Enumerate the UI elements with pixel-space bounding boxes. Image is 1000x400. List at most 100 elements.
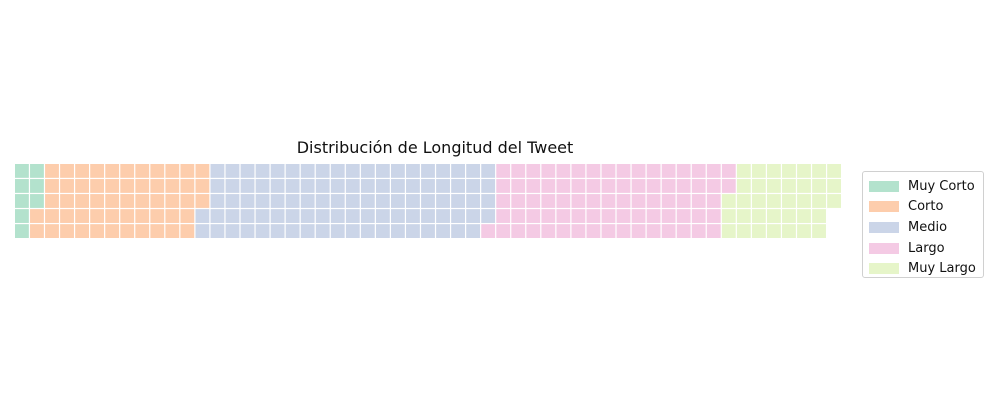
waffle-cell-muy-largo xyxy=(797,224,811,238)
waffle-cell-largo xyxy=(511,209,526,223)
waffle-cell-muy-largo xyxy=(812,209,826,223)
waffle-cell-largo xyxy=(556,209,571,223)
waffle-cell-corto xyxy=(135,194,150,208)
waffle-cell-largo xyxy=(541,164,556,178)
waffle-cell-corto xyxy=(165,164,180,178)
waffle-cell-corto xyxy=(165,194,180,208)
waffle-cell-corto xyxy=(90,209,105,223)
waffle-cell-muy-largo xyxy=(721,224,736,238)
waffle-cell-medio xyxy=(466,194,481,208)
legend-label: Corto xyxy=(908,199,944,215)
waffle-cell-medio xyxy=(225,179,240,193)
waffle-cell-corto xyxy=(75,179,89,193)
waffle-cell-largo xyxy=(571,194,586,208)
waffle-cell-corto xyxy=(120,164,135,178)
waffle-cell-medio xyxy=(466,209,481,223)
waffle-cell-medio xyxy=(240,194,255,208)
waffle-cell-medio xyxy=(345,164,360,178)
legend-label: Muy Corto xyxy=(908,178,975,194)
waffle-cell-medio xyxy=(451,164,465,178)
waffle-cell-medio xyxy=(210,179,225,193)
waffle-cell-medio xyxy=(225,164,240,178)
waffle-cell-largo xyxy=(616,179,631,193)
waffle-cell-largo xyxy=(691,194,706,208)
waffle-cell-corto xyxy=(60,209,74,223)
waffle-cell-largo xyxy=(706,224,721,238)
waffle-cell-medio xyxy=(255,179,270,193)
waffle-cell-medio xyxy=(436,194,450,208)
waffle-cell-corto xyxy=(75,209,89,223)
waffle-cell-largo xyxy=(511,194,526,208)
legend-item: Muy Largo xyxy=(869,258,983,279)
waffle-cell-largo xyxy=(706,209,721,223)
waffle-cell-medio xyxy=(240,209,255,223)
waffle-cell-medio xyxy=(421,194,435,208)
waffle-cell-muy-largo xyxy=(812,179,826,193)
waffle-cell-muy-corto xyxy=(15,209,29,223)
waffle-cell-largo xyxy=(616,209,631,223)
waffle-cell-medio xyxy=(270,164,285,178)
waffle-cell-medio xyxy=(360,194,375,208)
waffle-cell-corto xyxy=(75,164,89,178)
waffle-cell-medio xyxy=(300,194,315,208)
waffle-cell-muy-largo xyxy=(782,164,796,178)
waffle-cell-muy-corto xyxy=(15,194,29,208)
waffle-cell-corto xyxy=(90,194,105,208)
waffle-cell-corto xyxy=(165,209,180,223)
waffle-cell-largo xyxy=(646,194,661,208)
waffle-cell-medio xyxy=(406,224,420,238)
waffle-cell-largo xyxy=(646,209,661,223)
waffle-cell-medio xyxy=(345,179,360,193)
waffle-cell-largo xyxy=(586,209,601,223)
waffle-cell-largo xyxy=(721,164,736,178)
waffle-cell-largo xyxy=(601,224,616,238)
waffle-cell-largo xyxy=(601,164,616,178)
waffle-cell-corto xyxy=(150,194,165,208)
waffle-cell-medio xyxy=(436,209,450,223)
waffle-cell-largo xyxy=(526,209,541,223)
waffle-cell-medio xyxy=(481,164,496,178)
waffle-cell-largo xyxy=(496,209,511,223)
waffle-cell-corto xyxy=(180,209,195,223)
waffle-cell-corto xyxy=(195,164,210,178)
waffle-cell-medio xyxy=(270,209,285,223)
waffle-cell-medio xyxy=(345,224,360,238)
waffle-cell-corto xyxy=(195,179,210,193)
waffle-cell-medio xyxy=(300,164,315,178)
waffle-cell-muy-largo xyxy=(767,194,781,208)
waffle-cell-largo xyxy=(661,194,676,208)
waffle-cell-corto xyxy=(135,209,150,223)
waffle-cell-medio xyxy=(391,179,405,193)
waffle-cell-largo xyxy=(661,209,676,223)
waffle-cell-corto xyxy=(45,224,59,238)
waffle-cell-largo xyxy=(586,224,601,238)
waffle-cell-corto xyxy=(180,164,195,178)
waffle-cell-largo xyxy=(676,164,691,178)
waffle-cell-muy-largo xyxy=(827,179,841,193)
waffle-cell-corto xyxy=(150,179,165,193)
waffle-cell-corto xyxy=(180,194,195,208)
waffle-cell-medio xyxy=(240,224,255,238)
waffle-cell-muy-largo xyxy=(797,209,811,223)
waffle-cell-largo xyxy=(616,194,631,208)
waffle-cell-corto xyxy=(165,224,180,238)
waffle-cell-medio xyxy=(255,224,270,238)
waffle-cell-medio xyxy=(315,194,330,208)
waffle-cell-muy-corto xyxy=(30,179,44,193)
waffle-cell-corto xyxy=(45,194,59,208)
waffle-cell-largo xyxy=(706,179,721,193)
waffle-cell-medio xyxy=(466,164,481,178)
waffle-cell-corto xyxy=(165,179,180,193)
waffle-cell-largo xyxy=(541,179,556,193)
waffle-cell-muy-largo xyxy=(736,164,751,178)
waffle-cell-corto xyxy=(105,179,120,193)
waffle-cell-largo xyxy=(631,194,646,208)
legend-label: Muy Largo xyxy=(908,261,976,277)
legend-item: Largo xyxy=(869,238,983,259)
waffle-cell-largo xyxy=(541,194,556,208)
waffle-cell-medio xyxy=(451,209,465,223)
waffle-cell-largo xyxy=(556,179,571,193)
waffle-cell-corto xyxy=(60,224,74,238)
waffle-cell-largo xyxy=(616,224,631,238)
waffle-cell-largo xyxy=(646,179,661,193)
